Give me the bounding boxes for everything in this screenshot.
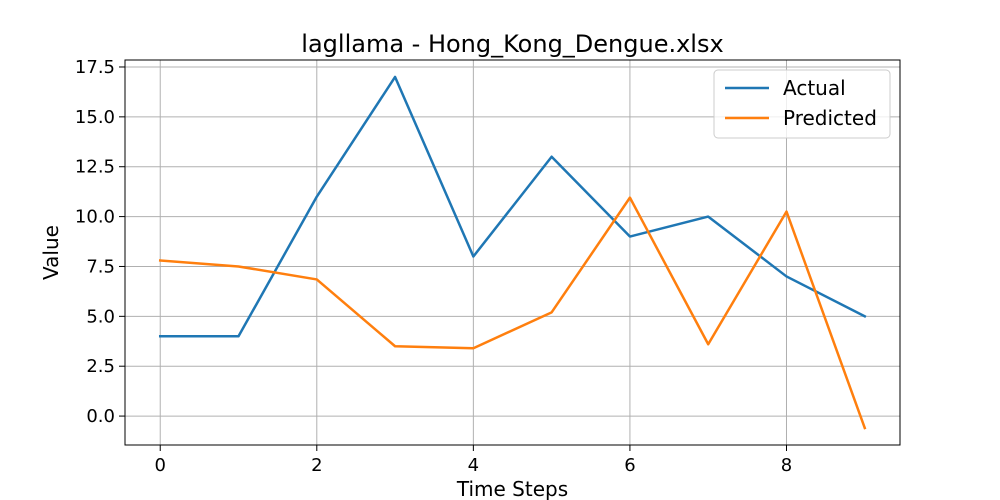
y-tick-label: 5.0 <box>86 306 115 327</box>
y-tick-label: 12.5 <box>75 157 115 178</box>
y-tick-label: 10.0 <box>75 207 115 228</box>
y-tick-label: 7.5 <box>86 256 115 277</box>
y-tick-label: 0.0 <box>86 406 115 427</box>
series-line-predicted <box>158 196 867 430</box>
y-axis-label: Value <box>39 225 63 280</box>
x-tick-label: 6 <box>624 455 635 476</box>
legend: Actual Predicted <box>713 69 891 139</box>
y-tick-label: 2.5 <box>86 356 115 377</box>
chart-title: lagllama - Hong_Kong_Dengue.xlsx <box>301 30 723 58</box>
grid <box>125 60 900 445</box>
x-tick-label: 0 <box>155 455 166 476</box>
y-tick-label: 17.5 <box>75 57 115 78</box>
legend-label-predicted: Predicted <box>783 106 877 130</box>
x-tick-label: 8 <box>781 455 792 476</box>
y-tick-label: 15.0 <box>75 107 115 128</box>
plot-frame <box>124 59 901 446</box>
x-axis-label: Time Steps <box>456 477 568 500</box>
axis-ticks: 0 2 4 6 8 0.0 2.5 5.0 7.5 10.0 12.5 15.0 17.5 <box>75 57 792 476</box>
x-tick-label: 4 <box>468 455 479 476</box>
x-tick-label: 2 <box>311 455 322 476</box>
legend-label-actual: Actual <box>783 76 846 100</box>
series-line-actual <box>158 75 867 338</box>
series-group <box>158 75 867 430</box>
